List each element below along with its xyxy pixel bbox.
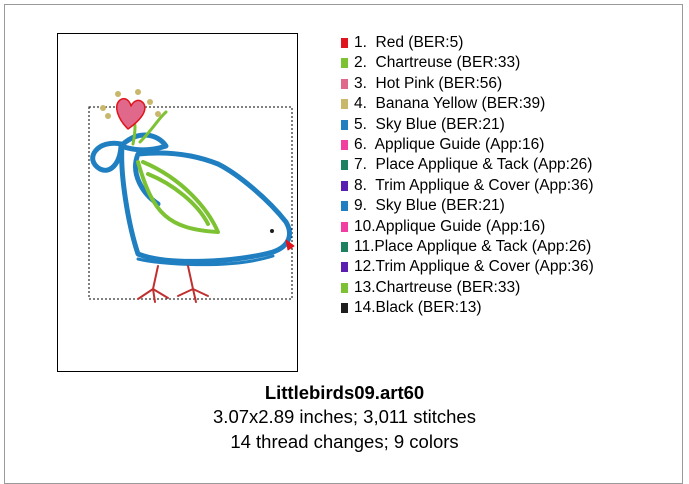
color-swatch xyxy=(341,201,348,212)
color-swatch xyxy=(341,139,348,150)
legend-text: 8. Trim Applique & Cover (App:36) xyxy=(354,176,594,194)
legend-text: 11.Place Applique & Tack (App:26) xyxy=(354,237,592,255)
color-swatch xyxy=(341,282,348,293)
legend-text: 13.Chartreuse (BER:33) xyxy=(354,278,521,296)
legend-item: 1. Red (BER:5) xyxy=(341,33,594,53)
color-swatch xyxy=(341,119,348,130)
legend-item: 13.Chartreuse (BER:33) xyxy=(341,278,594,298)
legend-text: 5. Sky Blue (BER:21) xyxy=(354,115,505,133)
legend-text: 4. Banana Yellow (BER:39) xyxy=(354,95,546,113)
color-swatch xyxy=(341,160,348,171)
legend-text: 3. Hot Pink (BER:56) xyxy=(354,74,503,92)
color-swatch xyxy=(341,78,348,89)
design-name: Littlebirds09.art60 xyxy=(264,382,425,403)
legend-text: 7. Place Applique & Tack (App:26) xyxy=(354,156,593,174)
design-size: 3.07x2.89 inches; 3,011 stitches xyxy=(213,406,476,427)
legend-item: 4. Banana Yellow (BER:39) xyxy=(341,94,594,114)
legend-text: 1. Red (BER:5) xyxy=(354,34,464,51)
legend-text: 9. Sky Blue (BER:21) xyxy=(354,197,505,215)
legend-text: 12.Trim Applique & Cover (App:36) xyxy=(354,258,594,276)
color-swatch xyxy=(341,241,348,252)
legend-text: 6. Applique Guide (App:16) xyxy=(354,135,545,153)
color-swatch xyxy=(341,38,348,48)
legend-item: 5. Sky Blue (BER:21) xyxy=(341,115,594,135)
design-threads: 14 thread changes; 9 colors xyxy=(230,431,459,452)
color-swatch xyxy=(341,303,348,314)
legend-item: 14.Black (BER:13) xyxy=(341,298,594,318)
color-swatch xyxy=(341,99,348,110)
legend-item: 7. Place Applique & Tack (App:26) xyxy=(341,155,594,175)
legend-item: 2. Chartreuse (BER:33) xyxy=(341,53,594,73)
legend-item: 9. Sky Blue (BER:21) xyxy=(341,196,594,216)
thread-legend: 1. Red (BER:5) 2. Chartreuse (BER:33) 3. H… xyxy=(341,33,594,318)
legend-item: 8. Trim Applique & Cover (App:36) xyxy=(341,176,594,196)
legend-item: 6. Applique Guide (App:16) xyxy=(341,135,594,155)
bird xyxy=(90,89,295,303)
legend-text: 10.Applique Guide (App:16) xyxy=(354,217,546,235)
legend-text: 2. Chartreuse (BER:33) xyxy=(354,54,521,72)
legend-item: 10.Applique Guide (App:16) xyxy=(341,217,594,237)
color-swatch xyxy=(341,58,348,69)
color-swatch xyxy=(341,180,348,191)
design-preview xyxy=(57,33,298,372)
design-image xyxy=(88,89,295,303)
legend-item: 11.Place Applique & Tack (App:26) xyxy=(341,237,594,257)
color-swatch xyxy=(341,221,348,232)
legend-item: 3. Hot Pink (BER:56) xyxy=(341,74,594,94)
legend-text: 14.Black (BER:13) xyxy=(354,299,482,317)
color-swatch xyxy=(341,262,348,273)
legend-item: 12.Trim Applique & Cover (App:36) xyxy=(341,257,594,277)
design-bounds xyxy=(88,106,293,300)
